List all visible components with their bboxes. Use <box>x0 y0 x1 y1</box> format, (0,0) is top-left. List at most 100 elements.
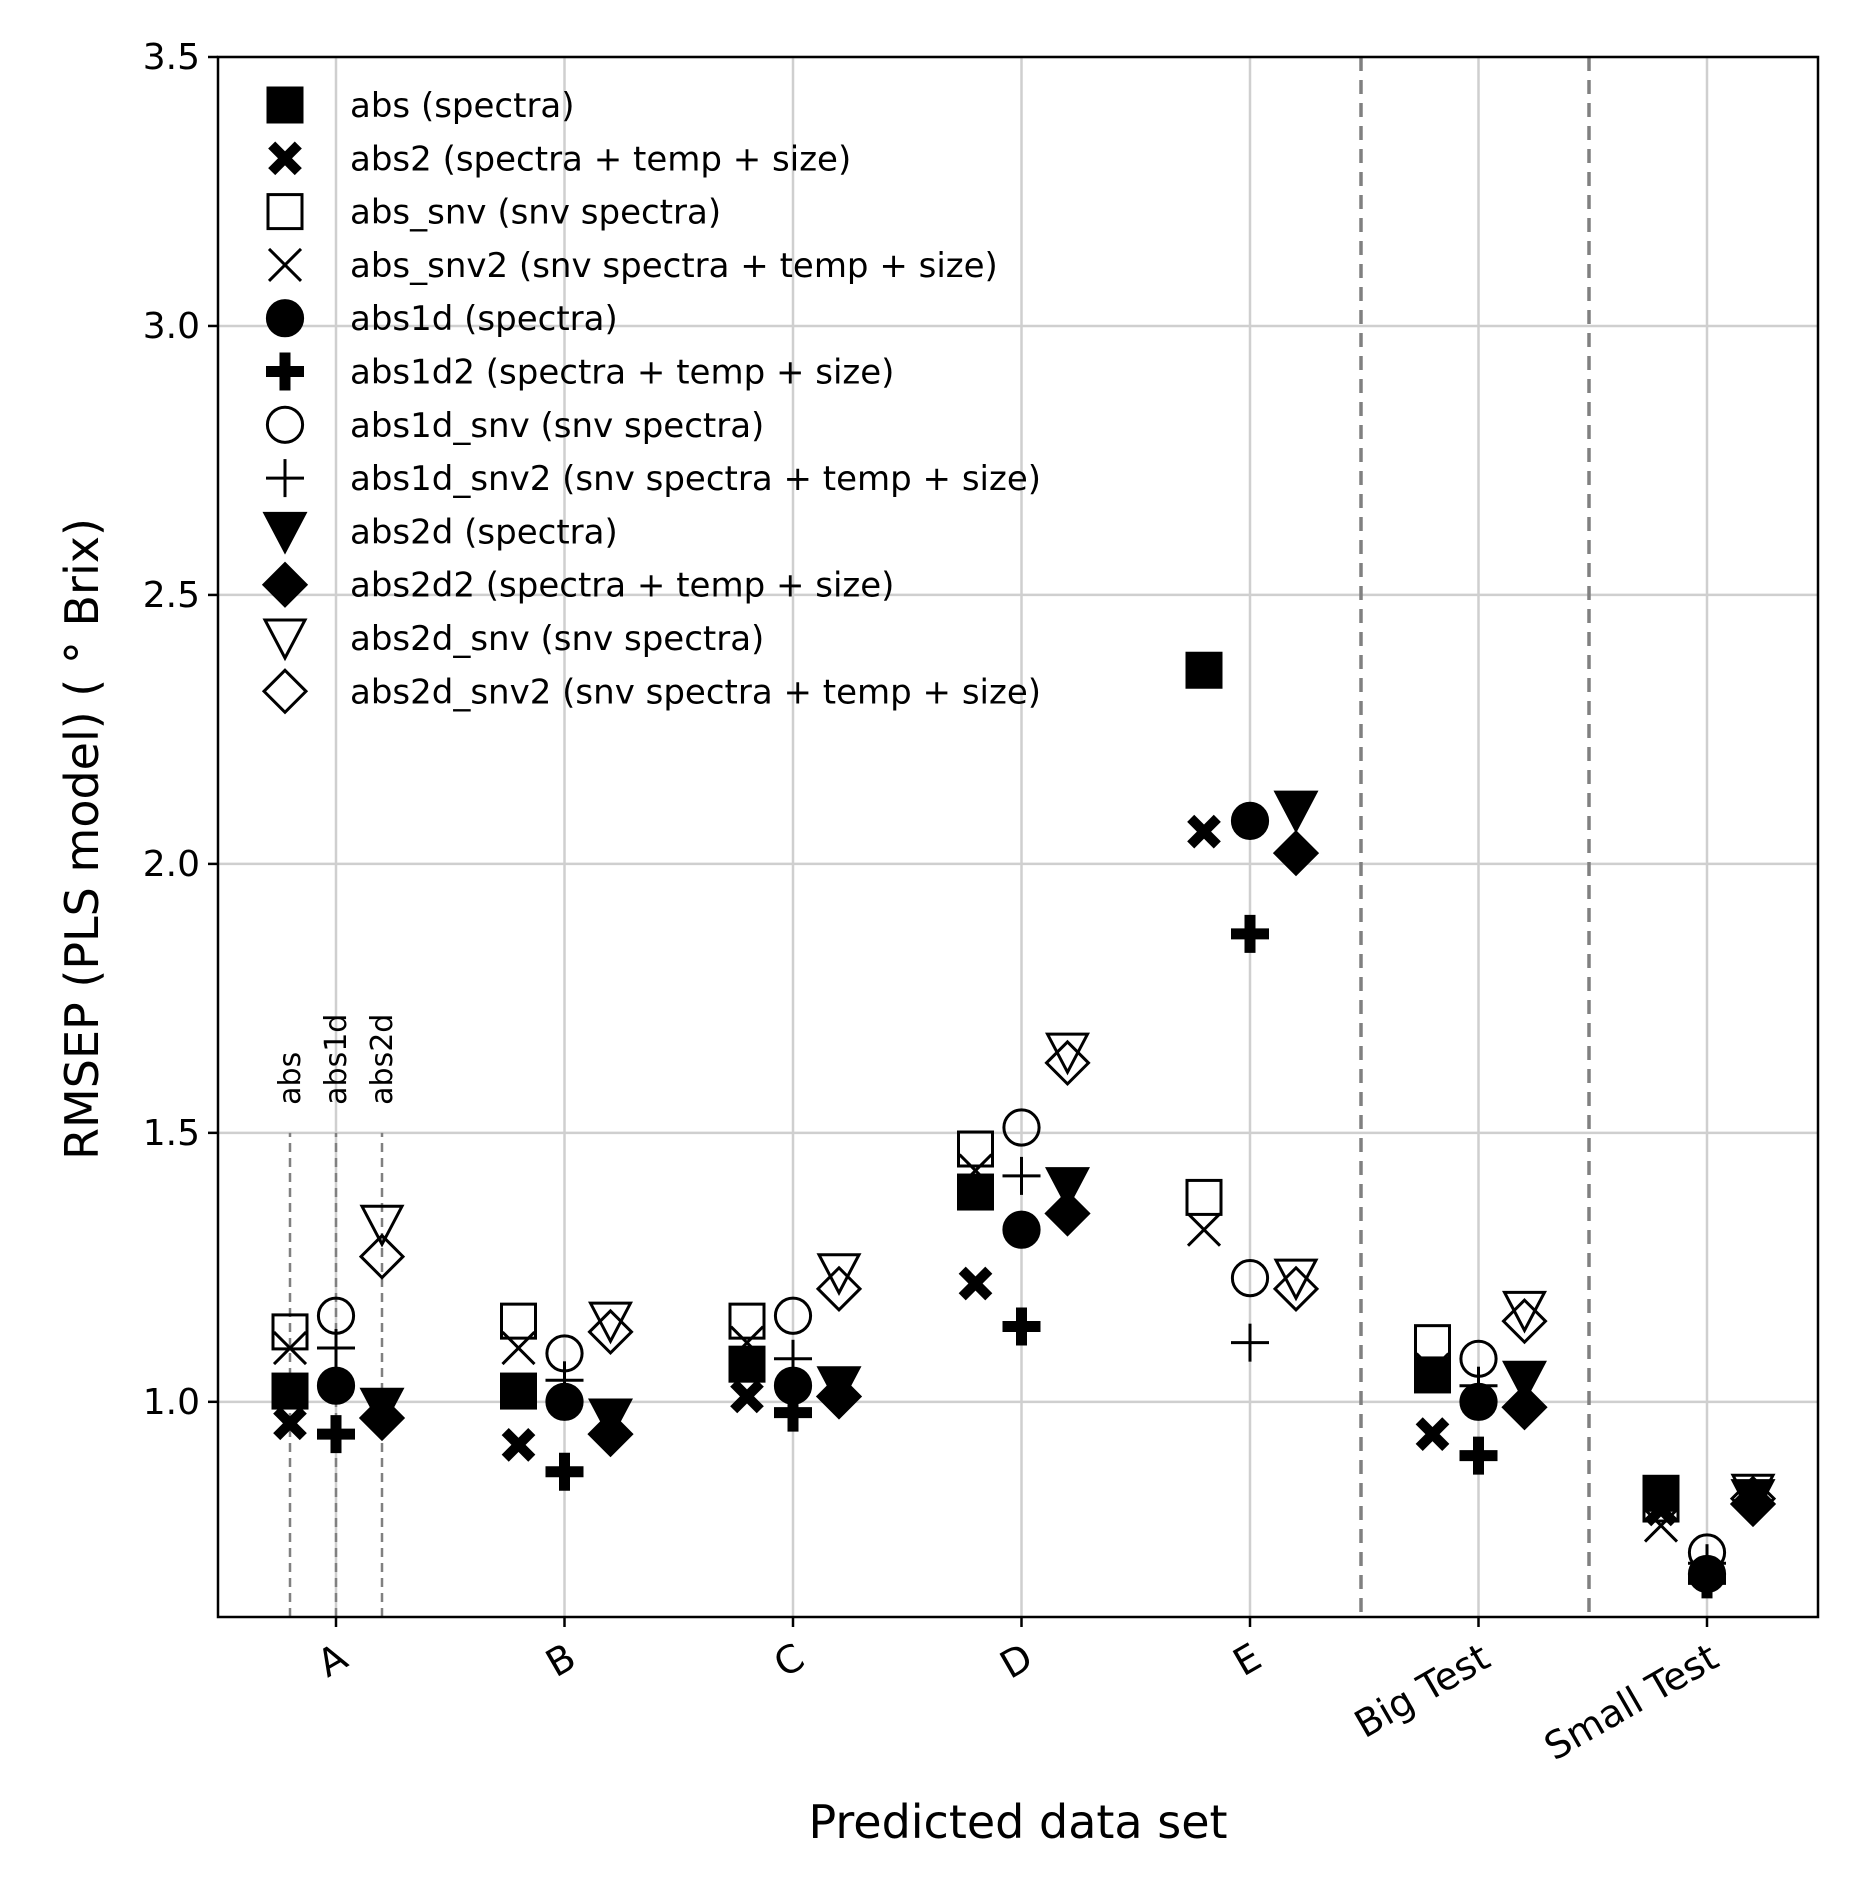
marker-x-thin-1 <box>501 1330 536 1366</box>
marker-diamond-filled-1 <box>587 1410 634 1458</box>
legend-marker-diamond-filled <box>261 561 309 608</box>
legend-marker-square-filled <box>266 86 304 124</box>
marker-square-filled-0 <box>271 1372 309 1410</box>
marker-circle-open-2 <box>773 1296 813 1335</box>
marker-plus-thin-1 <box>545 1361 584 1400</box>
x-axis-title: Predicted data set <box>808 1795 1227 1849</box>
marker-plus-filled-5 <box>1459 1436 1498 1475</box>
data-markers <box>271 651 1777 1599</box>
marker-diamond-open-1 <box>587 1308 634 1356</box>
marker-x-filled-5 <box>1415 1417 1450 1451</box>
group-label: abs2d <box>365 1014 400 1105</box>
marker-circle-open-3 <box>1002 1108 1041 1147</box>
legend-label: abs2d (spectra) <box>350 512 618 552</box>
marker-circle-filled-4 <box>1230 801 1270 840</box>
legend-label: abs1d2 (spectra + temp + size) <box>350 353 894 393</box>
marker-diamond-open-0 <box>358 1233 406 1280</box>
legend-marker-circle-filled <box>265 299 305 338</box>
legend-marker-circle-open <box>265 405 305 444</box>
legend-marker-plus-filled <box>266 352 304 391</box>
y-tick-label: 3.5 <box>143 37 200 78</box>
marker-square-open-5 <box>1414 1324 1451 1362</box>
legend-label: abs2d_snv (snv spectra) <box>350 619 764 659</box>
marker-plus-filled-0 <box>317 1415 355 1454</box>
grid <box>218 55 1818 1617</box>
marker-square-open-1 <box>500 1302 537 1340</box>
marker-triangle-down-filled-3 <box>1045 1167 1090 1210</box>
marker-x-filled-4 <box>1187 814 1221 849</box>
legend-label: abs1d (spectra) <box>350 299 618 339</box>
marker-diamond-filled-4 <box>1272 830 1320 877</box>
legend-label: abs (spectra) <box>350 86 575 126</box>
marker-diamond-filled-5 <box>1501 1384 1548 1431</box>
marker-x-filled-0 <box>273 1406 307 1441</box>
legend-label: abs1d_snv2 (snv spectra + temp + size) <box>350 459 1041 499</box>
marker-plus-thin-2 <box>774 1339 812 1378</box>
marker-square-open-6 <box>1642 1485 1680 1523</box>
marker-triangle-down-open-0 <box>359 1204 405 1248</box>
marker-triangle-down-filled-4 <box>1273 790 1319 834</box>
legend-label: abs2 (spectra + temp + size) <box>350 139 851 179</box>
legend-label: abs_snv (snv spectra) <box>350 193 721 233</box>
marker-x-filled-2 <box>730 1379 764 1414</box>
legend-marker-x-filled <box>268 141 302 176</box>
marker-plus-thin-6 <box>1688 1544 1726 1583</box>
marker-x-thin-5 <box>1415 1352 1450 1387</box>
marker-circle-filled-3 <box>1002 1210 1041 1249</box>
marker-x-thin-6 <box>1643 1508 1679 1543</box>
marker-x-thin-0 <box>272 1330 308 1366</box>
marker-circle-filled-0 <box>316 1366 356 1405</box>
marker-x-filled-3 <box>958 1266 993 1301</box>
legend: abs (spectra) abs2 (spectra + temp + size… <box>261 86 1041 715</box>
legend-marker-triangle-down-open <box>262 618 308 662</box>
marker-diamond-filled-3 <box>1044 1190 1091 1237</box>
group-label: abs1d <box>319 1014 354 1105</box>
y-tick-label: 1.0 <box>143 1382 200 1423</box>
legend-marker-triangle-down-filled <box>262 511 308 555</box>
marker-plus-thin-5 <box>1459 1366 1498 1405</box>
y-tick-label: 2.5 <box>143 575 200 616</box>
marker-square-filled-2 <box>728 1345 766 1383</box>
marker-square-filled-5 <box>1414 1356 1451 1394</box>
marker-plus-thin-0 <box>317 1329 355 1368</box>
marker-diamond-open-5 <box>1501 1298 1548 1345</box>
marker-square-open-4 <box>1185 1178 1223 1216</box>
legend-marker-diamond-open <box>261 668 309 715</box>
marker-diamond-open-4 <box>1272 1265 1320 1312</box>
legend-marker-plus-thin <box>266 459 304 498</box>
marker-plus-filled-4 <box>1231 914 1269 953</box>
y-axis-title: RMSEP (PLS model) ( ° Brix) <box>55 518 109 1160</box>
marker-circle-open-4 <box>1230 1259 1270 1298</box>
marker-triangle-down-open-6 <box>1730 1473 1776 1517</box>
legend-label: abs2d_snv2 (snv spectra + temp + size) <box>350 672 1041 712</box>
marker-square-filled-4 <box>1185 651 1223 689</box>
marker-x-thin-4 <box>1186 1212 1222 1247</box>
legend-label: abs1d_snv (snv spectra) <box>350 406 764 446</box>
plot-frame <box>216 55 1820 1619</box>
marker-diamond-filled-2 <box>815 1373 863 1420</box>
group-label: abs <box>273 1052 308 1105</box>
marker-triangle-down-filled-5 <box>1502 1360 1547 1404</box>
marker-triangle-down-open-2 <box>816 1253 862 1296</box>
marker-diamond-open-3 <box>1044 1039 1091 1087</box>
legend-label: abs2d2 (spectra + temp + size) <box>350 566 894 606</box>
marker-plus-filled-3 <box>1002 1307 1041 1346</box>
marker-square-open-3 <box>957 1130 994 1168</box>
y-tick-label: 3.0 <box>143 306 200 347</box>
marker-square-filled-1 <box>500 1372 537 1410</box>
marker-x-thin-2 <box>729 1325 765 1360</box>
marker-plus-filled-1 <box>545 1452 584 1491</box>
marker-diamond-open-2 <box>815 1265 863 1312</box>
legend-marker-x-thin <box>267 247 303 282</box>
y-tick-label: 1.5 <box>143 1113 200 1154</box>
marker-diamond-filled-0 <box>358 1394 406 1442</box>
marker-x-filled-1 <box>501 1428 536 1462</box>
marker-plus-thin-3 <box>1002 1156 1041 1195</box>
marker-diamond-open-6 <box>1729 1475 1777 1522</box>
legend-marker-square-open <box>266 193 304 231</box>
marker-plus-thin-4 <box>1231 1323 1269 1362</box>
marker-plus-filled-2 <box>774 1393 812 1432</box>
marker-x-thin-3 <box>958 1153 993 1188</box>
